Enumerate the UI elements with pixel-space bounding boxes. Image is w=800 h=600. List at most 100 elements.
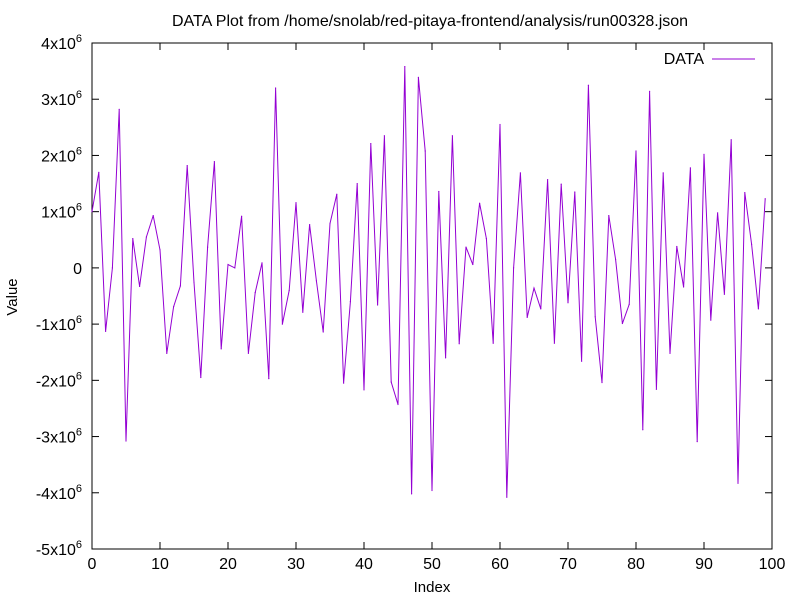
legend-label: DATA [664,51,705,68]
x-tick-label: 70 [559,556,577,573]
data-point [560,183,562,185]
y-tick-label: 4x106 [41,33,82,53]
x-axis-label: Index [414,579,451,596]
data-point [247,352,249,354]
data-point [356,182,358,185]
data-point [152,215,154,217]
data-point [601,381,603,384]
data-point [213,161,215,163]
data-point [91,211,93,213]
data-point [179,285,181,287]
x-tick-label: 90 [695,556,713,573]
data-point [336,193,338,195]
data-point [574,191,576,193]
data-point [424,150,426,152]
data-point [723,293,726,295]
data-point [383,135,385,137]
data-point [261,262,263,264]
data-point [234,267,236,269]
series-line-data [91,66,766,498]
data-point [220,348,222,350]
data-point [615,258,617,261]
x-tick-label: 50 [423,556,441,573]
data-point [288,289,290,291]
y-tick-label: 1x106 [41,202,82,222]
data-point [125,440,127,442]
y-tick-label: -3x106 [36,427,82,447]
data-point [417,76,419,78]
data-points [91,66,766,498]
data-point [200,376,202,379]
data-point [302,311,304,313]
data-point [594,316,596,318]
y-axis-label: Value [4,278,21,315]
x-tick-labels: 0 10 20 30 40 50 60 70 80 90 100 [88,556,786,573]
data-point [751,243,753,245]
data-point [275,87,277,89]
x-tick-label: 100 [759,556,786,573]
data-point [669,352,671,354]
data-point [295,202,297,204]
data-point [241,215,243,217]
data-point [710,319,712,321]
data-point [676,245,678,248]
data-point [655,388,658,390]
data-point [567,302,569,304]
data-point [268,378,270,380]
data-point [111,267,113,269]
data-point [764,198,766,200]
x-tick-label: 40 [355,556,373,573]
data-point [649,90,651,92]
y-tick-labels: 4x106 3x106 2x106 1x106 0 -1x106 -2x106 -3x106 -… [36,33,82,559]
data-point [689,167,692,169]
data-point [315,280,317,282]
y-tick-label: 0 [73,261,82,278]
data-point [465,246,467,248]
x-tick-label: 30 [287,556,305,573]
data-point [553,342,556,344]
data-point [281,323,283,325]
data-point [737,482,739,484]
data-point [193,281,195,284]
data-point [431,489,433,492]
data-point [105,330,107,333]
data-point [404,66,406,68]
data-point [145,236,147,238]
data-point [581,360,583,362]
data-point [343,382,345,384]
data-point [322,331,324,333]
data-point [547,179,549,181]
data-point [166,352,168,354]
data-point [363,389,365,391]
y-tick-label: -2x106 [36,370,82,390]
data-point [159,249,161,251]
data-point [662,172,664,174]
data-point [98,171,100,173]
data-point [499,123,501,126]
data-point [744,191,746,194]
x-tick-label: 0 [88,556,97,573]
data-point [533,287,535,289]
x-tick-label: 20 [219,556,237,573]
data-point [377,304,379,306]
data-point [445,357,447,359]
data-point [207,246,209,248]
data-point [397,403,399,406]
data-point [608,215,610,217]
data-point [696,441,698,443]
data-point [642,429,644,431]
data-point [683,286,685,288]
data-point [309,223,311,226]
data-point [472,263,474,266]
data-point [540,308,542,310]
data-point [411,493,413,495]
data-point [438,190,440,193]
data-point [526,316,528,318]
x-tick-label: 60 [491,556,509,573]
x-tick-label: 10 [151,556,169,573]
legend: DATA [664,51,755,68]
data-point [329,222,331,225]
data-point [635,150,637,152]
data-point [451,135,453,137]
